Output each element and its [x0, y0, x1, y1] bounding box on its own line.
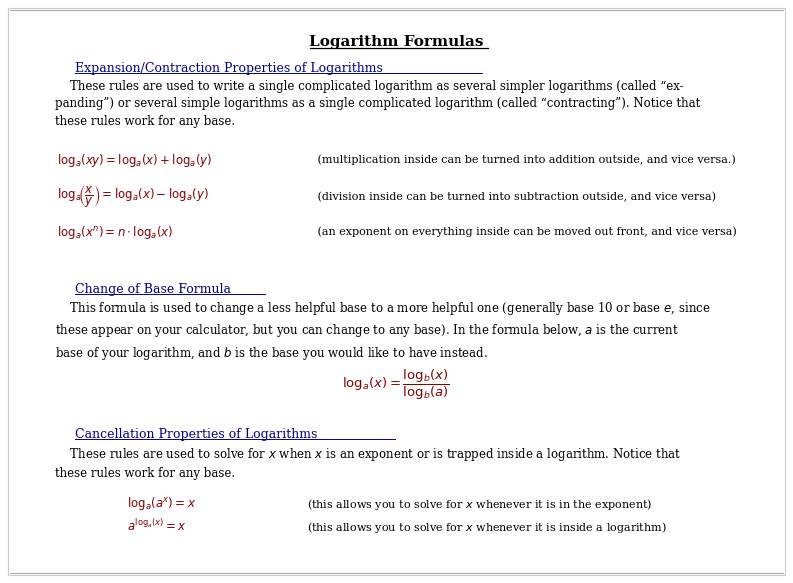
Text: $\mathrm{log}_a(x^n) = n \cdot \mathrm{log}_a(x)$: $\mathrm{log}_a(x^n) = n \cdot \mathrm{l…	[57, 224, 174, 241]
Text: These rules are used to solve for $x$ when $x$ is an exponent or is trapped insi: These rules are used to solve for $x$ wh…	[55, 446, 681, 480]
Text: (division inside can be turned into subtraction outside, and vice versa): (division inside can be turned into subt…	[307, 192, 716, 202]
Text: (multiplication inside can be turned into addition outside, and vice versa.): (multiplication inside can be turned int…	[307, 154, 736, 164]
Text: (this allows you to solve for $x$ whenever it is inside a logarithm): (this allows you to solve for $x$ whenev…	[307, 520, 667, 535]
Text: Expansion/Contraction Properties of Logarithms: Expansion/Contraction Properties of Loga…	[75, 62, 383, 75]
Text: Change of Base Formula: Change of Base Formula	[75, 283, 231, 296]
Text: $\mathrm{log}_a(x) = \dfrac{\mathrm{log}_b(x)}{\mathrm{log}_b(a)}$: $\mathrm{log}_a(x) = \dfrac{\mathrm{log}…	[342, 368, 450, 402]
Text: $\mathrm{log}_a\!\left(\dfrac{x}{y}\right) = \mathrm{log}_a(x) - \mathrm{log}_a(: $\mathrm{log}_a\!\left(\dfrac{x}{y}\righ…	[57, 183, 209, 209]
Text: $\mathrm{log}_a(xy) = \mathrm{log}_a(x) + \mathrm{log}_a(y)$: $\mathrm{log}_a(xy) = \mathrm{log}_a(x) …	[57, 152, 213, 169]
Text: $a^{\mathrm{log}_a(x)} = x$: $a^{\mathrm{log}_a(x)} = x$	[127, 518, 186, 534]
Text: $\mathrm{log}_a(a^x) = x$: $\mathrm{log}_a(a^x) = x$	[127, 495, 196, 512]
Text: (this allows you to solve for $x$ whenever it is in the exponent): (this allows you to solve for $x$ whenev…	[307, 497, 653, 512]
Text: Cancellation Properties of Logarithms: Cancellation Properties of Logarithms	[75, 428, 317, 441]
Text: This formula is used to change a less helpful base to a more helpful one (genera: This formula is used to change a less he…	[55, 300, 711, 362]
Text: (an exponent on everything inside can be moved out front, and vice versa): (an exponent on everything inside can be…	[307, 226, 737, 237]
Text: Logarithm Formulas: Logarithm Formulas	[308, 35, 483, 49]
Text: These rules are used to write a single complicated logarithm as several simpler : These rules are used to write a single c…	[55, 80, 700, 128]
